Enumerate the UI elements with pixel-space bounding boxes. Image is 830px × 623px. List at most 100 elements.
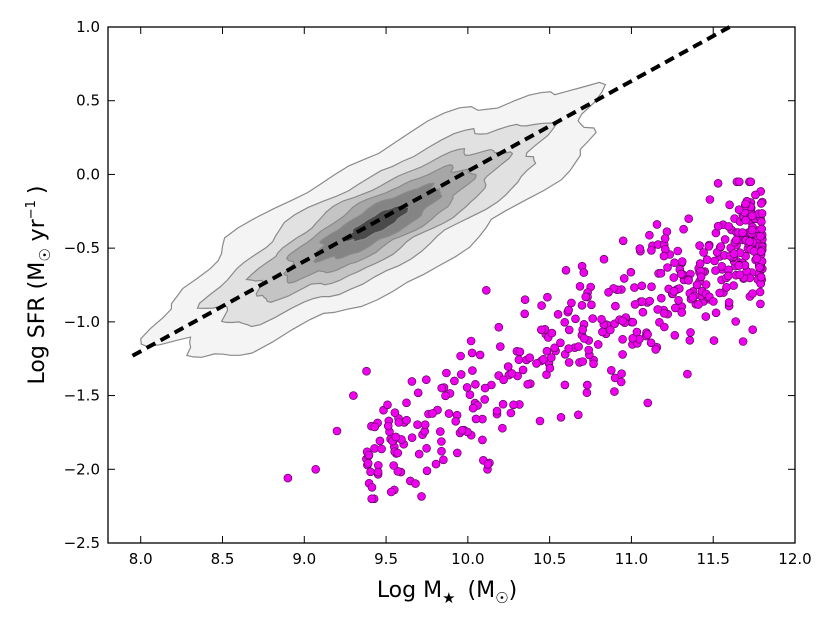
scatter-point [694,300,703,309]
scatter-point [757,209,767,218]
y-tick-label: 0.0 [76,165,100,183]
scatter-point [567,298,576,308]
dashed-fit-line [131,25,731,358]
scatter-point [456,351,465,361]
scatter-point [495,342,505,351]
scatter-point [670,303,680,313]
scatter-point [599,254,609,264]
scatter-point [755,263,764,272]
scatter-point [756,299,765,309]
x-title-sun: ☉ [495,589,508,607]
scatter-point [389,461,399,470]
scatter-point [515,347,525,357]
scatter-point [711,308,721,318]
scatter-point [611,301,620,311]
scatter-point [494,322,504,332]
scatter-point [686,328,695,337]
scatter-point [598,327,607,337]
scatter-point [375,436,385,446]
scatter-point [462,383,472,392]
scatter-point [628,333,638,343]
y-tick-label: 1.0 [76,18,100,36]
scatter-point [669,273,679,282]
scatter-point [579,268,589,277]
scatter-point [677,257,687,266]
scatter-point [637,281,647,291]
scatter-point [669,286,679,296]
scatter-point [428,409,437,418]
y-tick-label: −2.5 [64,534,100,552]
scatter-point [575,281,585,291]
scatter-point [571,314,580,324]
fit-line [131,25,731,358]
scatter-point [414,449,424,459]
scatter-point [471,379,480,389]
scatter-point [366,467,375,477]
scatter-point [745,237,754,246]
scatter-point [688,293,698,302]
scatter-point [588,314,598,323]
scatter-point [373,467,383,477]
scatter-point [578,357,588,366]
scatter-point [617,369,626,379]
scatter-point [480,383,490,393]
x-axis-title: Log M★ (M☉) [377,578,517,607]
scatter-point [394,418,404,427]
scatter-point [717,261,727,271]
scatter-point [532,359,541,368]
scatter-point [610,387,619,396]
scatter-point [441,391,450,401]
scatter-point [616,377,626,387]
scatter-point [729,281,738,290]
scatter-point [437,437,446,446]
scatter-point [696,272,706,282]
scatter-point [683,369,692,379]
scatter-point [393,466,403,476]
scatter-point [560,317,570,327]
y-title-close: ) [25,185,50,194]
scatter-point [383,400,392,410]
scatter-point [553,309,563,319]
scatter-point [710,256,719,266]
scatter-point [480,395,490,404]
y-tick-label: −1.5 [64,387,100,405]
scatter-point [547,328,557,338]
scatter-point [659,322,669,332]
scatter-point [597,314,606,324]
scatter-point [456,370,466,379]
scatter-point [546,353,556,363]
scatter-point [723,271,733,281]
scatter-point [498,423,507,433]
scatter-point [713,221,723,231]
scatter-point [439,455,448,465]
axis-ticks: 8.0 8.5 9.0 9.5 10.0 10.5 11.0 11.5 12.0 1.0 0.5 0.… [64,18,812,568]
scatter-point [478,435,487,445]
scatter-point [699,248,708,257]
scatter-point [579,334,589,343]
scatter-point [509,400,518,410]
scatter-point [756,247,766,256]
scatter-point [444,409,454,418]
x-tick-label: 10.5 [533,550,566,568]
scatter-point [709,336,719,345]
scatter-point [711,266,720,275]
scatter-point [483,459,493,469]
scatter-point [684,275,693,285]
y-title-sun: ☉ [36,248,54,261]
scatter-point [756,232,765,241]
x-tick-label: 9.0 [292,550,316,568]
x-tick-label: 8.5 [211,550,235,568]
scatter-point [564,305,573,315]
scatter-point [437,446,446,456]
x-title-prefix: Log M [377,578,442,603]
scatter-point [556,338,565,348]
scatter-point [542,346,552,356]
scatter-point [452,448,462,458]
scatter-point [643,330,652,339]
scatter-point [630,283,639,292]
scatter-point [587,300,596,310]
scatter-point [715,288,725,298]
scatter-point [656,268,666,278]
scatter-point [618,316,627,326]
